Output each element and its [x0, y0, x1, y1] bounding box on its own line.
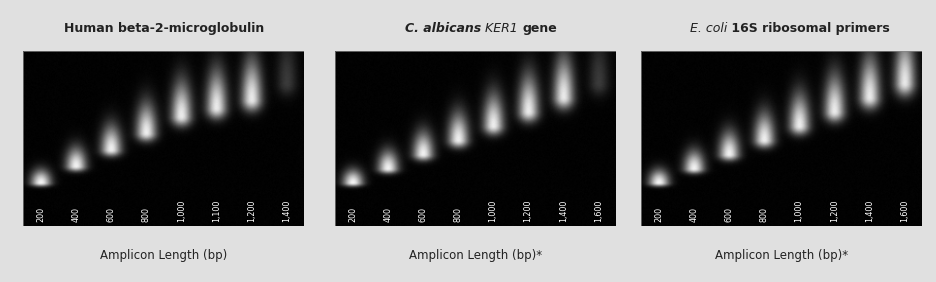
Text: 1,400: 1,400 [865, 200, 874, 222]
Text: 200: 200 [348, 207, 358, 222]
Text: 400: 400 [71, 207, 80, 222]
Text: 1,200: 1,200 [829, 200, 839, 222]
Text: 1,600: 1,600 [899, 200, 909, 222]
Text: 1,000: 1,000 [795, 200, 804, 222]
Text: 400: 400 [689, 207, 698, 222]
Text: 800: 800 [141, 207, 151, 222]
Text: 400: 400 [383, 207, 392, 222]
Text: 1,000: 1,000 [489, 200, 498, 222]
Text: 600: 600 [724, 207, 734, 222]
Text: C. albicans: C. albicans [405, 22, 481, 35]
Text: E. coli: E. coli [690, 22, 727, 35]
Text: 1,200: 1,200 [247, 200, 256, 222]
Text: 1,000: 1,000 [177, 200, 186, 222]
Text: 1,400: 1,400 [559, 200, 568, 222]
Text: Human beta-2-microglobulin: Human beta-2-microglobulin [64, 22, 264, 35]
Text: 200: 200 [654, 207, 664, 222]
Text: 200: 200 [37, 207, 46, 222]
Text: 800: 800 [759, 207, 768, 222]
Text: gene: gene [522, 22, 557, 35]
Text: 600: 600 [418, 207, 428, 222]
Text: 1,200: 1,200 [523, 200, 533, 222]
Text: Amplicon Length (bp): Amplicon Length (bp) [100, 249, 227, 262]
Text: 1,600: 1,600 [593, 200, 603, 222]
Text: Amplicon Length (bp)*: Amplicon Length (bp)* [409, 249, 542, 262]
Text: 600: 600 [107, 207, 116, 222]
Text: 1,100: 1,100 [212, 200, 221, 222]
Text: 1,400: 1,400 [282, 200, 291, 222]
Text: 800: 800 [453, 207, 462, 222]
Text: Amplicon Length (bp)*: Amplicon Length (bp)* [715, 249, 848, 262]
Text: 16S ribosomal primers: 16S ribosomal primers [727, 22, 890, 35]
Text: KER1: KER1 [481, 22, 522, 35]
